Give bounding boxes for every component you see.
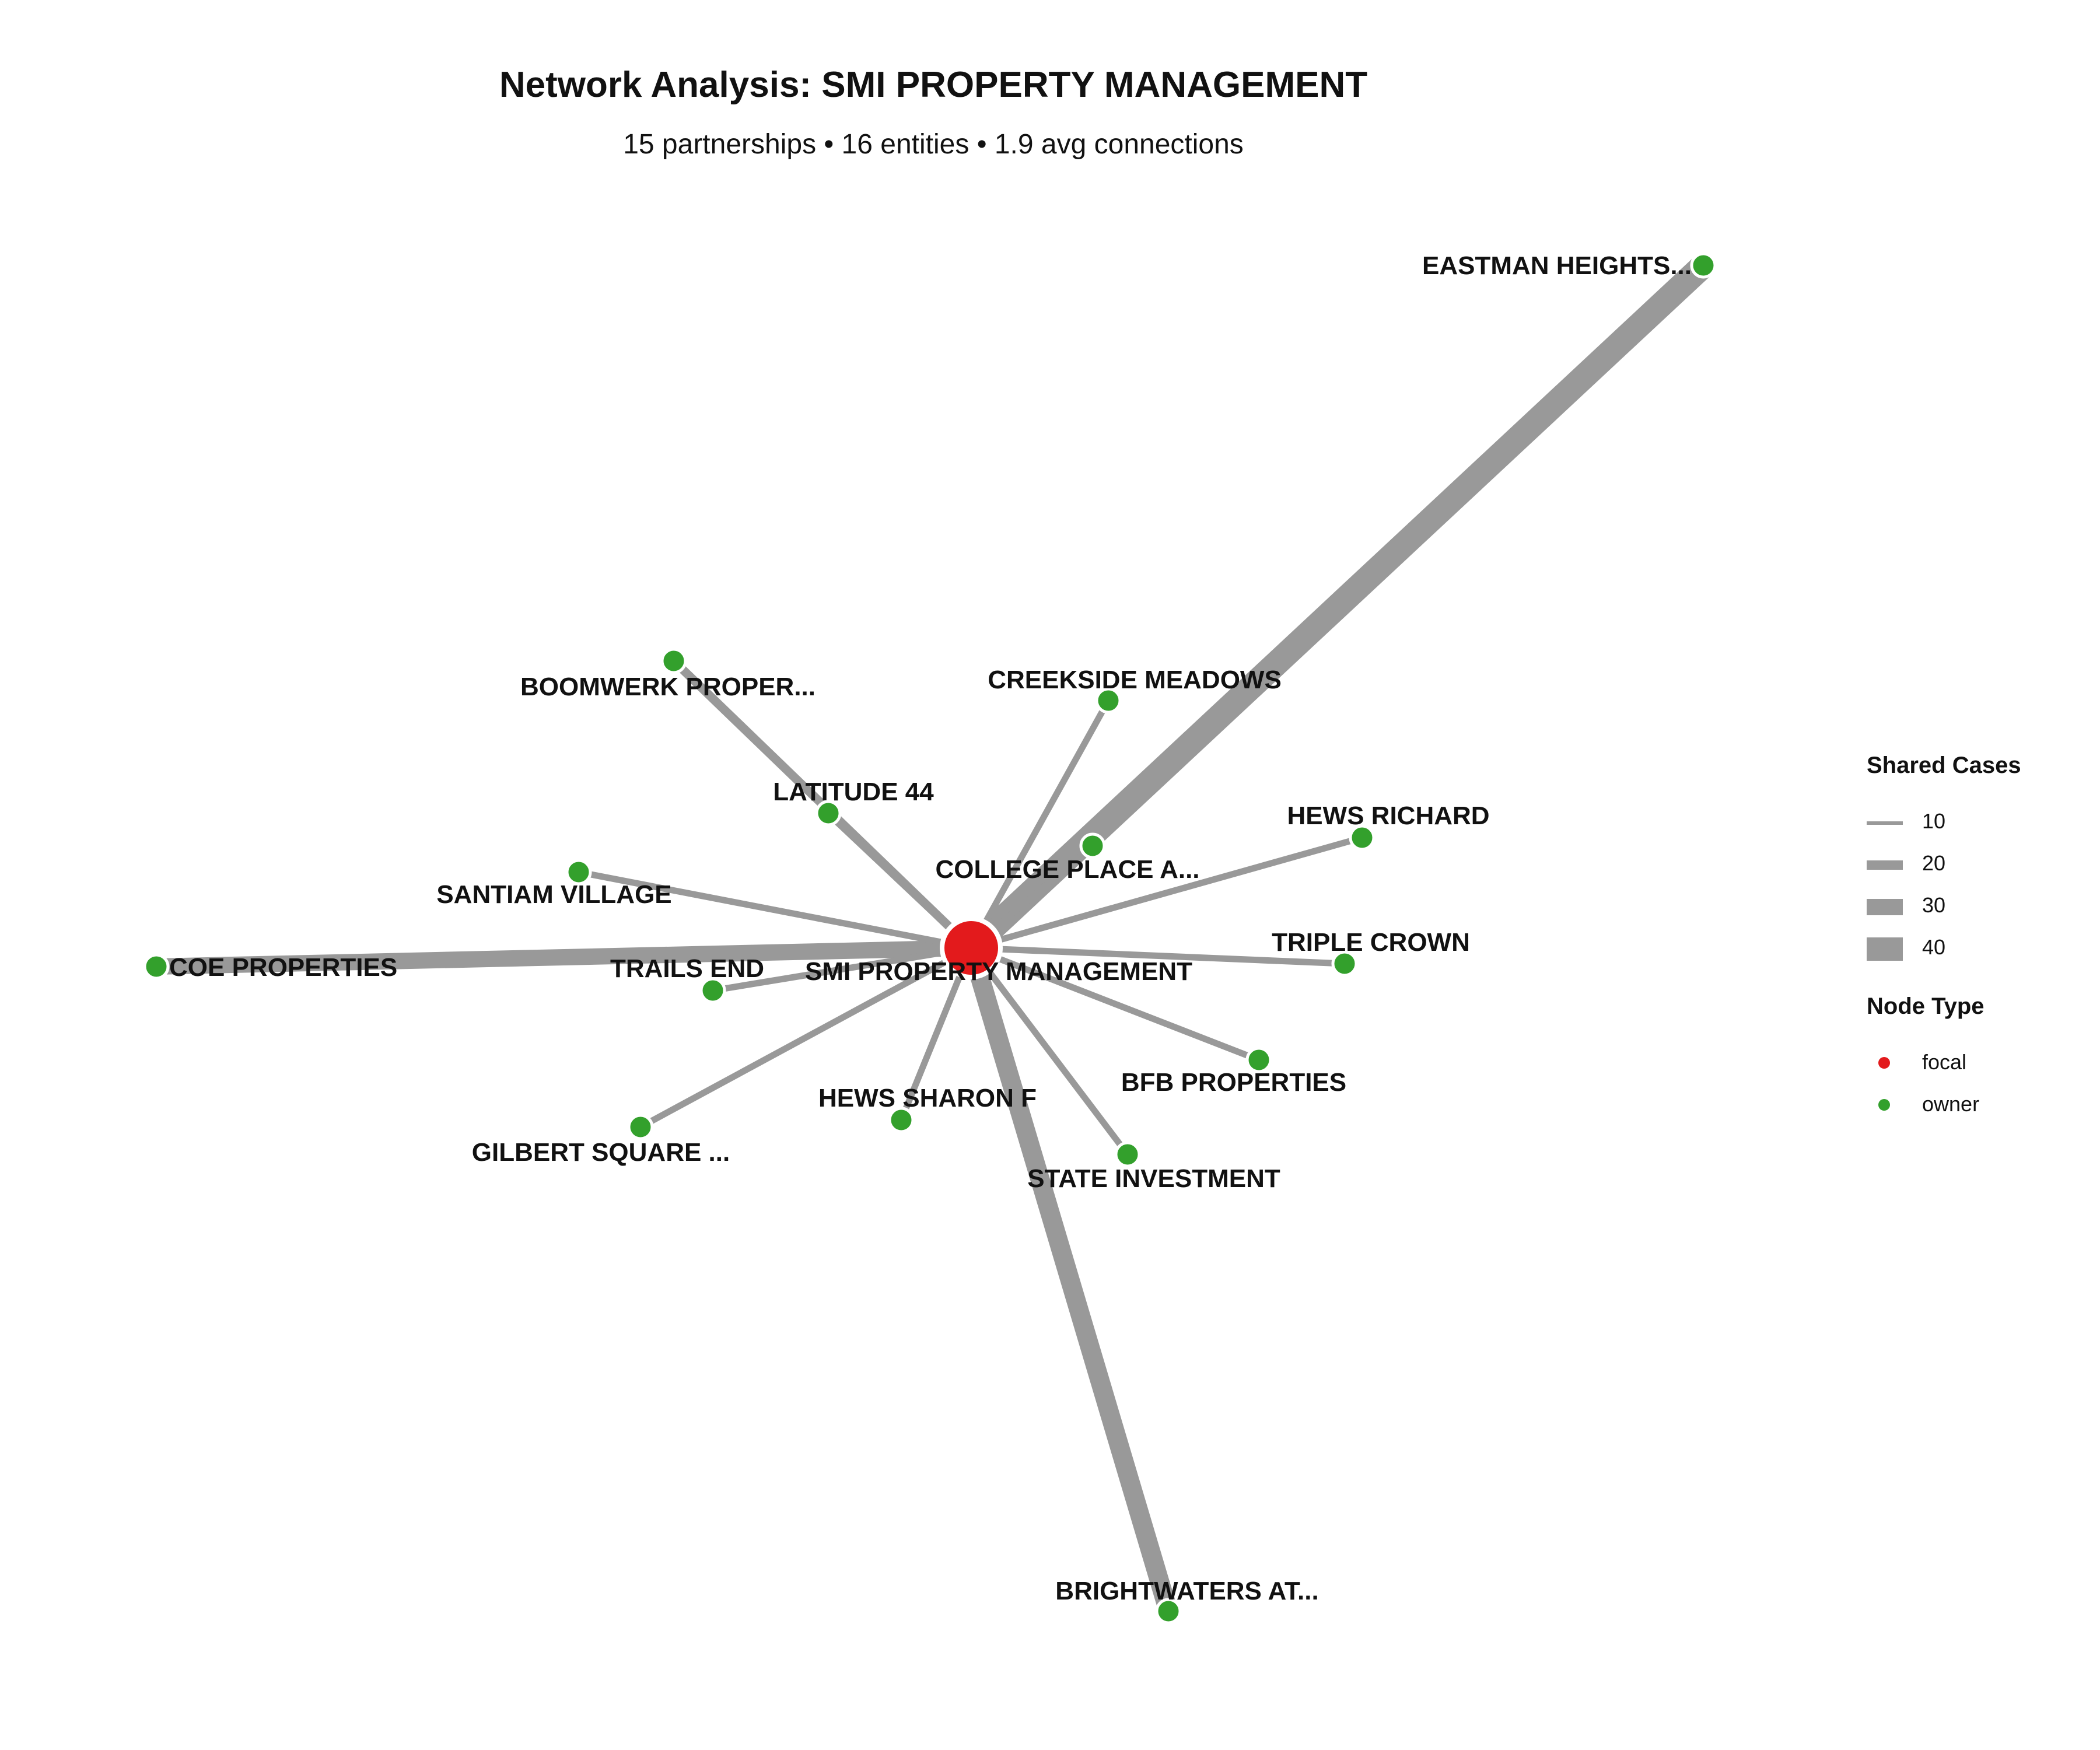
node-brightwaters [1155, 1598, 1182, 1625]
legend-edge-label-40: 40 [1922, 935, 1946, 959]
label-triple: TRIPLE CROWN [1272, 928, 1470, 957]
legend-node-label-focal: focal [1922, 1050, 1967, 1074]
legend-edge-label-30: 30 [1922, 893, 1946, 917]
label-bfb: BFB PROPERTIES [1121, 1068, 1346, 1097]
label-state: STATE INVESTMENT [1027, 1164, 1280, 1193]
label-trails: TRAILS END [610, 954, 764, 983]
label-college: COLLEGE PLACE A... [935, 855, 1199, 884]
legend-edge-item-10: 10 [1867, 802, 2077, 844]
node-bfb [1245, 1046, 1272, 1073]
edge-gilbert [639, 945, 973, 1130]
edge-hews_richard [970, 834, 1363, 951]
node-hews_sharon [888, 1107, 915, 1133]
legend-edge-item-40: 40 [1867, 928, 2077, 970]
edge-latitude [825, 810, 974, 951]
node-latitude [815, 800, 842, 827]
node-gilbert [627, 1114, 654, 1140]
legend-edge-swatch-40 [1867, 937, 1903, 961]
node-triple [1331, 950, 1358, 977]
node-boomwerk [660, 648, 687, 674]
legend-edge-swatch-30 [1867, 899, 1903, 915]
edge-triple [971, 944, 1345, 967]
legend-owner-dot [1878, 1099, 1890, 1111]
legend-edge-label-10: 10 [1922, 809, 1946, 833]
legend-node-item-owner: owner [1867, 1085, 2077, 1127]
label-hews_sharon: HEWS SHARON F [818, 1084, 1037, 1112]
node-creekside [1095, 687, 1122, 714]
legend-node-label-owner: owner [1922, 1092, 1980, 1116]
legend-edge-title: Shared Cases [1867, 752, 2021, 778]
node-eastman [1690, 252, 1717, 279]
label-latitude: LATITUDE 44 [773, 778, 934, 806]
edge-santiam [578, 869, 972, 951]
edge-trails [712, 944, 972, 994]
legend: Shared Cases 10 20 30 40 Node Type [1867, 752, 2077, 1127]
node-layer [143, 252, 1717, 1625]
label-gilbert: GILBERT SQUARE ... [472, 1138, 730, 1167]
label-hews_richard: HEWS RICHARD [1287, 802, 1489, 830]
legend-edge-swatch-10 [1867, 821, 1903, 825]
edge-brightwaters [962, 945, 1178, 1614]
label-layer: EASTMAN HEIGHTS... BRIGHTWATERS AT... COE … [169, 251, 1692, 1605]
label-creekside: CREEKSIDE MEADOWS [988, 666, 1282, 694]
legend-edge-item-20: 20 [1867, 844, 2077, 886]
edge-creekside [968, 699, 1111, 950]
node-trails [699, 977, 726, 1004]
legend-focal-dot [1878, 1057, 1890, 1069]
legend-edge-items: 10 20 30 40 [1867, 802, 2077, 970]
node-state [1114, 1141, 1141, 1168]
legend-edge-swatch-20 [1867, 860, 1903, 870]
label-santiam: SANTIAM VILLAGE [436, 880, 671, 909]
chart-title: Network Analysis: SMI PROPERTY MANAGEMEN… [499, 65, 1368, 105]
node-college [1079, 832, 1106, 859]
label-focal-smi: SMI PROPERTY MANAGEMENT [805, 957, 1192, 986]
legend-node-title: Node Type [1867, 993, 1985, 1019]
edge-coe [156, 940, 972, 975]
label-brightwaters: BRIGHTWATERS AT... [1055, 1577, 1318, 1605]
legend-node-item-focal: focal [1867, 1043, 2077, 1085]
node-santiam [565, 859, 592, 886]
edge-layer [156, 256, 1712, 1614]
label-eastman: EASTMAN HEIGHTS... [1422, 251, 1692, 280]
label-coe: COE PROPERTIES [169, 953, 397, 982]
legend-edge-label-20: 20 [1922, 851, 1946, 875]
node-hews_richard [1349, 824, 1376, 851]
chart-subtitle: 15 partnerships • 16 entities • 1.9 avg … [623, 129, 1244, 160]
legend-edge-item-30: 30 [1867, 886, 2077, 928]
node-coe [143, 953, 170, 980]
label-boomwerk: BOOMWERK PROPER... [520, 673, 816, 701]
edge-bfb [970, 944, 1260, 1063]
edge-state [968, 946, 1130, 1157]
node-focal-smi [940, 916, 1003, 979]
